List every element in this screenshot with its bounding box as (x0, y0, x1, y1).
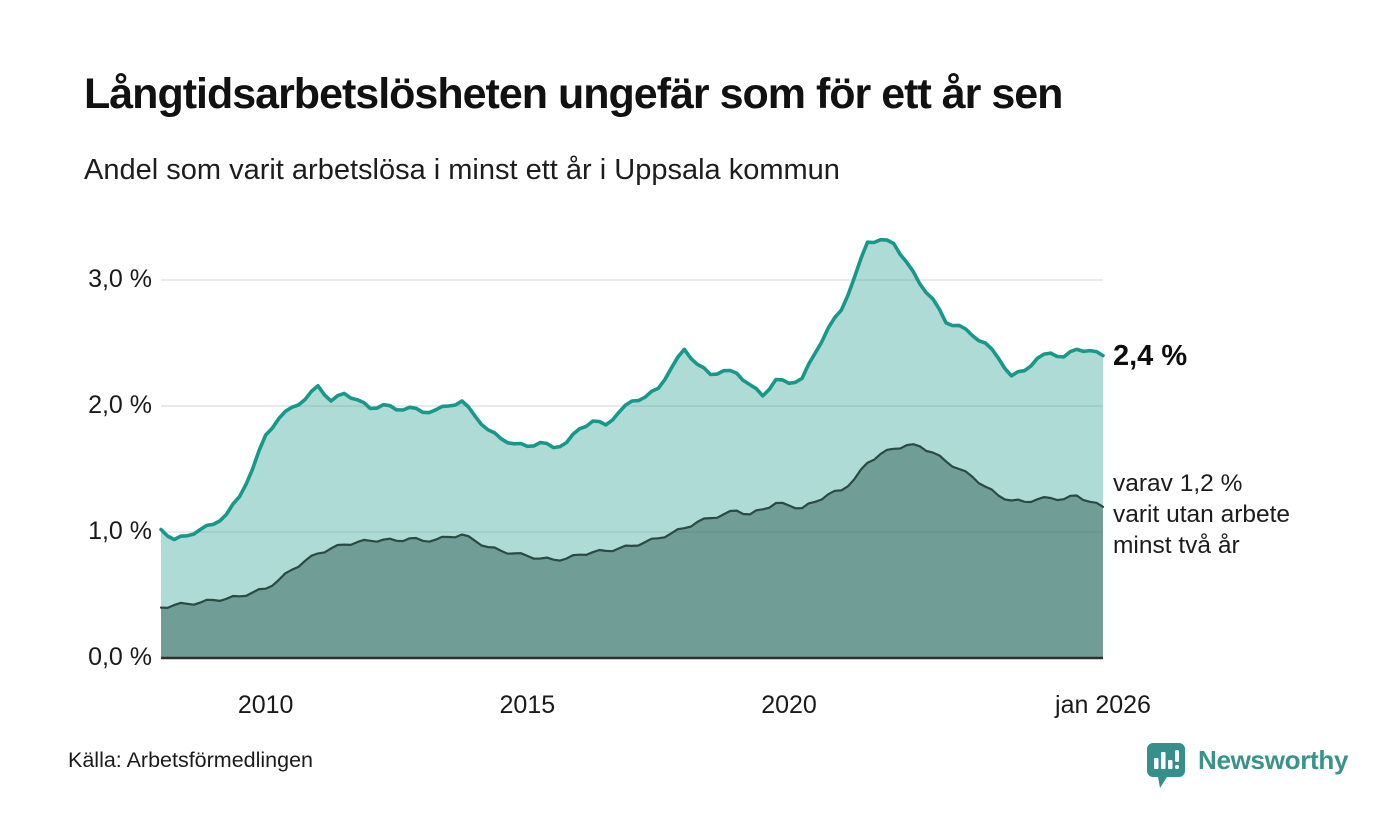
page-subtitle: Andel som varit arbetslösa i minst ett å… (84, 154, 840, 186)
x-axis-tick-label: 2020 (761, 691, 817, 719)
logo-wordmark: Newsworthy (1198, 745, 1349, 775)
newsworthy-logo: Newsworthy (1146, 742, 1348, 795)
source-note: Källa: Arbetsförmedlingen (68, 748, 314, 772)
page-title: Långtidsarbetslösheten ungefär som för e… (84, 70, 1063, 118)
y-axis-tick-label: 3,0 % (88, 265, 152, 293)
x-axis-tick-label: 2010 (237, 691, 294, 719)
y-axis-tick-label: 1,0 % (88, 517, 152, 545)
x-axis-tick-label: jan 2026 (1055, 691, 1151, 719)
subnote-value-label: varav 1,2 % varit utan arbete minst två … (1113, 468, 1290, 561)
subnote-line: varav 1,2 % (1113, 470, 1243, 497)
subnote-line: varit utan arbete (1113, 501, 1291, 528)
y-axis-tick-label: 0,0 % (88, 643, 152, 671)
x-axis-tick-label: 2015 (499, 691, 556, 719)
y-axis-tick-label: 2,0 % (88, 391, 152, 419)
latest-value-label: 2,4 % (1113, 340, 1188, 372)
logo-mark-icon (1146, 742, 1186, 795)
subnote-line: minst två år (1113, 532, 1240, 559)
